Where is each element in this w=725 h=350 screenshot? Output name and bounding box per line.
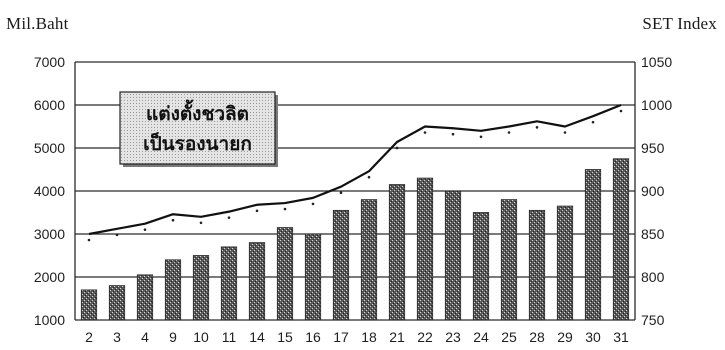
line-point	[199, 221, 203, 225]
x-tick-label: 2	[85, 329, 93, 345]
line-point	[311, 202, 315, 206]
line-point	[339, 191, 343, 194]
bar	[388, 184, 406, 321]
left-tick-label: 3000	[34, 226, 65, 242]
x-tick-label: 21	[389, 329, 405, 345]
bar	[192, 255, 210, 321]
bar	[528, 209, 546, 321]
x-tick-label: 15	[277, 329, 293, 345]
line-point	[563, 131, 567, 134]
bar	[416, 177, 434, 321]
line-point	[591, 120, 595, 124]
left-tick-label: 2000	[34, 269, 65, 285]
line-point	[255, 209, 259, 213]
right-tick-label: 900	[641, 183, 665, 199]
x-tick-label: 28	[529, 329, 545, 345]
bar	[444, 190, 462, 321]
bar	[108, 285, 126, 321]
x-tick-label: 14	[249, 329, 265, 345]
left-tick-label: 4000	[34, 183, 65, 199]
left-tick-label: 1000	[34, 312, 65, 328]
line-point	[87, 238, 91, 242]
bar	[500, 199, 518, 321]
bar	[136, 274, 154, 321]
line-point	[227, 216, 231, 219]
line-point	[507, 131, 511, 134]
bar	[472, 212, 490, 321]
x-tick-label: 30	[585, 329, 601, 345]
right-axis-unit-label: SET Index	[642, 14, 717, 33]
left-tick-label: 7000	[34, 54, 65, 70]
right-tick-label: 1000	[641, 97, 672, 113]
right-tick-label: 950	[641, 140, 665, 156]
x-tick-label: 29	[557, 329, 573, 345]
x-tick-label: 10	[193, 329, 209, 345]
x-tick-label: 24	[473, 329, 489, 345]
x-tick-label: 9	[169, 329, 177, 345]
right-tick-label: 800	[641, 269, 665, 285]
annotation-box	[119, 91, 276, 165]
line-point	[143, 228, 147, 231]
left-axis-unit-label: Mil.Baht	[6, 14, 69, 33]
line-point	[479, 135, 483, 139]
x-tick-label: 4	[141, 329, 149, 345]
line-point	[451, 132, 455, 136]
x-tick-label: 23	[445, 329, 461, 345]
bar	[220, 246, 238, 321]
bar	[360, 199, 378, 321]
right-tick-label: 750	[641, 312, 665, 328]
x-tick-label: 11	[222, 329, 237, 345]
bar	[80, 289, 98, 321]
bar	[612, 158, 630, 321]
bar	[332, 209, 350, 321]
annotation-text: แต่งตั้งชวลิต	[146, 99, 249, 125]
bar	[584, 169, 602, 321]
x-tick-label: 17	[333, 329, 349, 345]
line-point	[283, 207, 287, 211]
x-tick-label: 18	[361, 329, 377, 345]
bar	[556, 205, 574, 321]
left-tick-label: 6000	[34, 97, 65, 113]
line-point	[423, 131, 427, 134]
line-point	[395, 146, 399, 150]
line-point	[619, 109, 623, 113]
line-point	[367, 175, 371, 179]
right-tick-label: 1050	[641, 54, 672, 70]
bar	[276, 227, 294, 321]
line-point	[171, 218, 175, 222]
annotation-text: เป็นรองนายก	[143, 131, 252, 155]
x-tick-label: 31	[613, 329, 629, 345]
line-point	[115, 233, 119, 237]
x-tick-label: 16	[305, 329, 321, 345]
bar	[164, 259, 182, 321]
set-index-line	[88, 103, 622, 236]
left-tick-label: 5000	[34, 140, 65, 156]
right-tick-label: 850	[641, 226, 665, 242]
x-tick-label: 22	[417, 329, 433, 345]
bar	[248, 242, 266, 321]
line-point	[535, 126, 539, 129]
bar	[304, 233, 322, 321]
x-tick-label: 3	[113, 329, 121, 345]
x-tick-label: 25	[501, 329, 517, 345]
